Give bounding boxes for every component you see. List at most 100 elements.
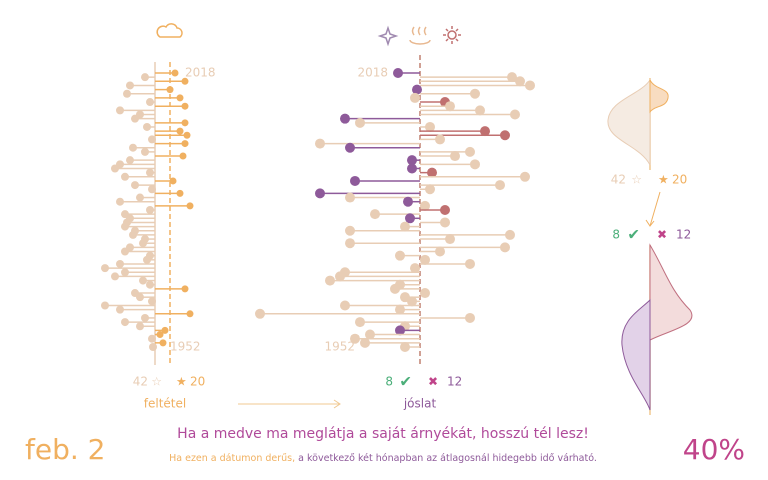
- dot: [500, 242, 510, 253]
- right-panel: 42 ☆ ★ 20 8 ✔ ✖ 12: [607, 78, 693, 415]
- dot: [131, 181, 139, 190]
- dot: [136, 322, 144, 331]
- dot: [445, 234, 455, 245]
- dot: [146, 168, 154, 177]
- dot: [400, 342, 410, 352]
- dot: [101, 264, 109, 273]
- count: 42: [611, 173, 626, 187]
- dot: [470, 159, 480, 170]
- density: [649, 79, 669, 114]
- date: feb. 2: [25, 433, 105, 466]
- dot: [440, 205, 450, 215]
- dot: [435, 246, 445, 257]
- dot: [139, 239, 147, 248]
- arrow: [238, 399, 341, 409]
- dot: [407, 155, 417, 166]
- count: 12: [447, 375, 462, 389]
- year-label: 1952: [170, 340, 201, 354]
- dot: [176, 127, 184, 135]
- dot: [129, 143, 137, 152]
- dot: [345, 192, 355, 203]
- dot: [111, 272, 119, 281]
- dot: [465, 146, 475, 157]
- dot: [183, 131, 191, 139]
- symbol: ✖: [428, 375, 438, 389]
- dot: [480, 126, 490, 137]
- dot: [475, 105, 485, 116]
- dot: [146, 206, 154, 214]
- dot: [121, 318, 129, 327]
- middle-lollipops: [255, 68, 535, 352]
- dot: [350, 333, 360, 344]
- arrow: [645, 191, 661, 227]
- dot: [136, 293, 144, 302]
- sun-icon: [443, 26, 461, 44]
- dot: [445, 101, 455, 112]
- count: 8: [385, 375, 393, 389]
- dot: [525, 80, 535, 91]
- symbol: ✔: [627, 226, 640, 244]
- note-part: a következő két hónapban az átlagosnál h…: [295, 453, 597, 464]
- dot: [171, 69, 179, 77]
- dot: [395, 250, 405, 261]
- dot: [390, 283, 400, 294]
- symbol: ✖: [657, 228, 667, 242]
- dot: [345, 225, 355, 236]
- dot: [143, 122, 151, 131]
- symbol: ☆: [151, 375, 162, 389]
- symbol: ★: [658, 173, 669, 187]
- dot: [116, 305, 124, 314]
- panel-label: jóslat: [403, 397, 437, 411]
- symbol: ★: [176, 375, 187, 389]
- dot: [400, 221, 410, 232]
- dot: [148, 185, 156, 194]
- dot: [410, 92, 420, 103]
- dot: [395, 304, 405, 315]
- year-label: 2018: [185, 66, 216, 80]
- dot: [181, 77, 189, 85]
- density: [621, 298, 651, 411]
- dot: [435, 134, 445, 145]
- dot: [146, 280, 154, 289]
- dot: [420, 288, 430, 299]
- dot: [515, 76, 525, 87]
- dot: [111, 164, 119, 173]
- dot: [355, 117, 365, 128]
- dot: [148, 135, 156, 144]
- dot: [505, 229, 515, 240]
- dot: [325, 275, 335, 286]
- dot: [139, 276, 147, 285]
- dot: [121, 247, 129, 256]
- dot: [495, 180, 505, 191]
- dot: [159, 339, 167, 347]
- dot: [370, 209, 380, 220]
- dot: [450, 151, 460, 162]
- count: 8: [612, 228, 620, 242]
- dot: [131, 114, 139, 123]
- year-label: 2018: [357, 66, 388, 80]
- dot: [407, 163, 417, 174]
- dot: [101, 301, 109, 310]
- dot: [407, 296, 417, 307]
- dot: [126, 156, 134, 165]
- dot: [315, 188, 325, 199]
- dot: [176, 94, 184, 102]
- density: [649, 243, 693, 341]
- dot: [116, 197, 124, 206]
- dot: [345, 238, 355, 249]
- panel-label: feltétel: [144, 397, 186, 411]
- dot: [148, 334, 156, 343]
- dot: [181, 285, 189, 293]
- dot: [161, 326, 169, 334]
- year-label: 1952: [324, 340, 355, 354]
- dot: [136, 193, 144, 202]
- dot: [116, 106, 124, 115]
- dot: [186, 202, 194, 210]
- dot: [425, 184, 435, 195]
- percent: 40%: [683, 433, 745, 466]
- dot: [420, 200, 430, 211]
- dot: [470, 88, 480, 99]
- dot: [143, 255, 151, 264]
- dot: [255, 308, 265, 319]
